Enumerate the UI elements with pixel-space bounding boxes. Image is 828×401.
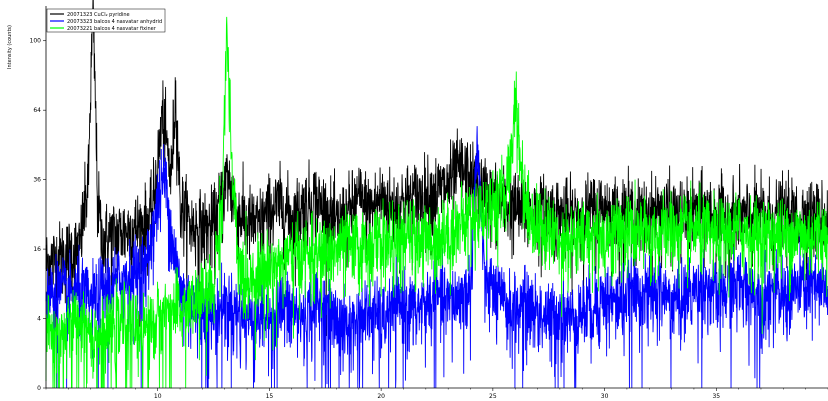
series-line-1 [45,0,828,336]
legend-label-3: 20073221 balcos 4 nasvatar fixiner [67,26,157,32]
x-tick-label: 20 [377,393,385,400]
y-tick-label: 36 [33,177,41,184]
x-tick-label: 25 [489,393,497,400]
x-tick-label: 30 [601,393,609,400]
legend-box [46,8,166,33]
series-layer [45,0,828,389]
x-tick-label: 15 [266,393,274,400]
legend-label-1: 20071323 CuCl₂ pyridine [67,12,130,18]
y-tick-label: 0 [37,385,41,392]
x-tick-label: 10 [154,393,162,400]
y-tick-label: 100 [30,38,42,45]
series-line-3 [45,16,828,389]
y-tick-label: 64 [33,107,41,114]
y-tick-label: 16 [33,246,41,253]
x-tick-label: 35 [712,393,720,400]
legend-label-2: 20073323 balcos 4 nasvatar anhydrid [67,19,162,25]
y-tick-label: 4 [37,316,41,323]
axes: 0 4 16 36 64 100 10 15 20 25 30 35 Intensity (counts… [7,6,828,400]
y-axis-title: Intensity (counts) [7,25,13,69]
